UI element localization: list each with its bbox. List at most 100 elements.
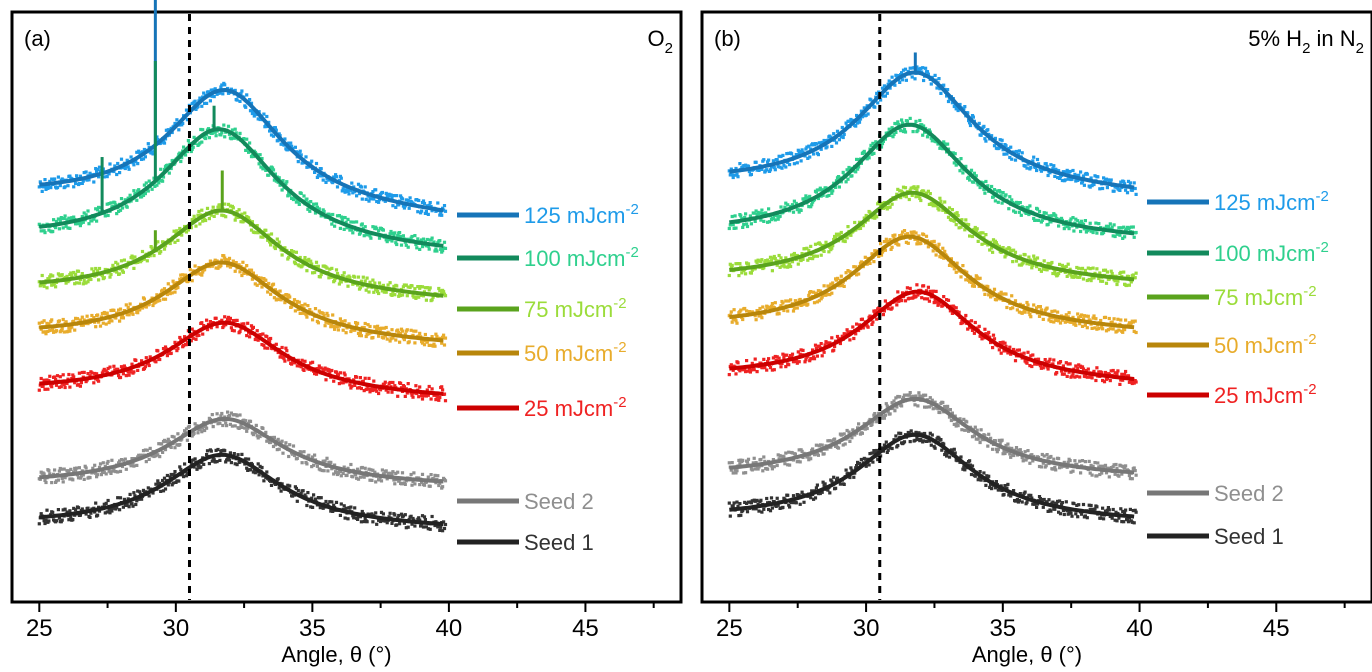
data-point (1077, 173, 1081, 177)
data-point (1134, 271, 1138, 275)
data-point (155, 135, 159, 139)
data-point (125, 313, 129, 317)
data-point (311, 360, 315, 364)
data-point (47, 469, 51, 473)
data-point (1005, 247, 1009, 251)
data-point (876, 146, 880, 150)
data-point (922, 124, 926, 128)
data-point (852, 336, 856, 341)
data-point (1082, 227, 1086, 231)
data-point (205, 453, 209, 457)
data-point (873, 105, 877, 109)
data-point (914, 294, 918, 299)
data-point (276, 477, 280, 481)
data-point (1076, 219, 1080, 223)
data-point (346, 466, 350, 470)
data-point (316, 367, 320, 371)
data-point (40, 273, 44, 278)
data-point (762, 266, 766, 270)
data-point (767, 158, 771, 162)
data-point (123, 166, 127, 171)
data-point (365, 276, 369, 280)
data-point (63, 275, 67, 280)
data-point (78, 476, 82, 480)
data-point (806, 302, 810, 306)
data-point (781, 352, 785, 356)
data-point (1077, 316, 1081, 320)
data-point (266, 238, 270, 242)
data-point (71, 518, 75, 522)
data-point (430, 514, 434, 519)
data-point (962, 107, 966, 111)
data-point (151, 303, 155, 308)
data-point (1105, 186, 1109, 190)
data-point (143, 448, 147, 452)
data-point (175, 443, 179, 447)
data-point (100, 274, 104, 278)
data-point (105, 311, 109, 315)
data-point (95, 372, 99, 376)
data-point (397, 294, 401, 298)
data-point (1045, 268, 1049, 272)
data-point (81, 179, 85, 183)
data-point (1091, 316, 1095, 320)
data-point (784, 299, 788, 303)
legend-label: 100 mJcm-2 (524, 244, 639, 271)
data-point (51, 274, 55, 278)
data-point (371, 336, 375, 340)
data-point (897, 299, 901, 303)
data-point (1000, 138, 1004, 142)
data-point (442, 343, 447, 347)
data-point (52, 330, 56, 334)
data-point (240, 452, 244, 456)
data-point (897, 123, 901, 127)
data-point (90, 267, 94, 271)
data-point (839, 230, 843, 235)
data-point (808, 155, 812, 159)
data-point (386, 283, 390, 287)
data-point (1123, 235, 1127, 239)
series-25-mjcm: 25 mJcm-2 (727, 283, 1317, 408)
data-point (1081, 277, 1086, 281)
data-point (1097, 276, 1101, 281)
data-point (334, 268, 339, 272)
data-point (957, 226, 961, 230)
data-point (196, 105, 200, 109)
data-point (226, 317, 230, 321)
data-point (808, 256, 812, 260)
data-point (347, 192, 351, 196)
data-point (1042, 259, 1046, 263)
data-point (251, 109, 255, 113)
data-point (377, 291, 381, 296)
data-point (729, 265, 733, 270)
data-point (346, 517, 350, 521)
data-point (97, 379, 101, 383)
data-point (242, 418, 246, 422)
data-point (377, 200, 381, 204)
data-point (1063, 223, 1067, 227)
data-point (276, 437, 280, 441)
fit-line (729, 70, 1135, 190)
data-point (67, 326, 71, 330)
data-point (119, 197, 124, 201)
data-point (779, 205, 783, 209)
data-point (219, 263, 223, 268)
data-point (329, 460, 333, 464)
data-point (111, 263, 115, 267)
data-point (400, 197, 405, 201)
data-point (86, 372, 90, 376)
data-point (189, 226, 193, 230)
data-point (402, 521, 406, 525)
data-point (86, 209, 90, 213)
data-point (422, 483, 427, 487)
data-point (875, 91, 879, 95)
data-point (1029, 165, 1033, 170)
data-point (97, 278, 101, 282)
data-point (420, 397, 425, 401)
data-point (147, 363, 151, 368)
data-point (835, 233, 840, 237)
data-point (1066, 177, 1070, 181)
data-point (327, 276, 331, 280)
data-point (340, 320, 344, 324)
data-point (1028, 313, 1032, 317)
